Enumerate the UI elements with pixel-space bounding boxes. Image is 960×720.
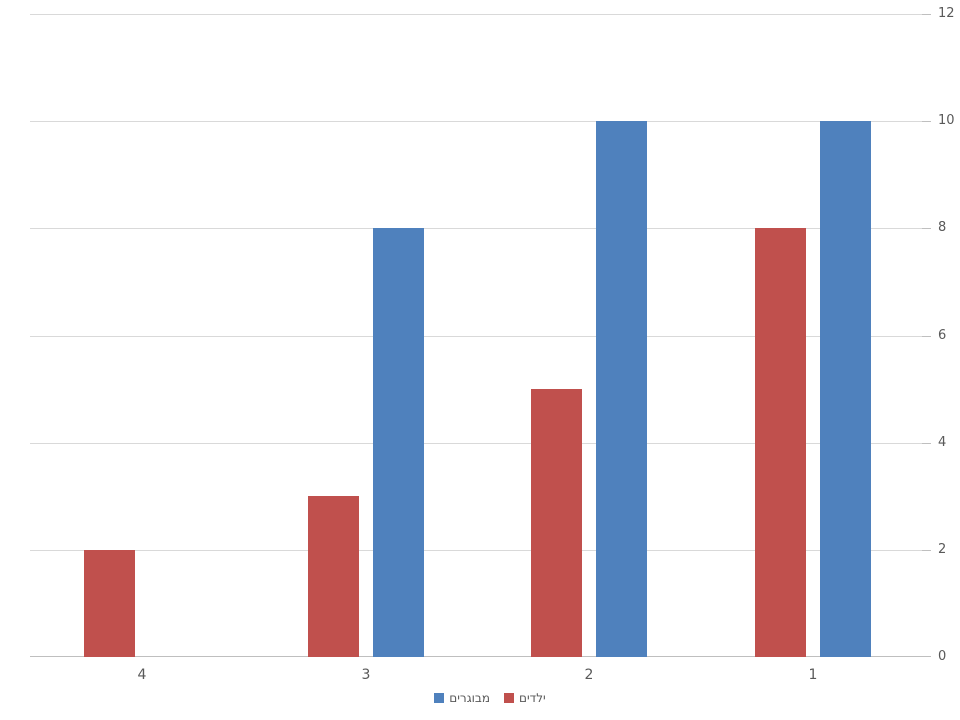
- x-axis-label-4: 4: [137, 667, 147, 683]
- bar-children-cat2: [531, 389, 582, 657]
- bar-children-cat3: [308, 496, 359, 657]
- legend-swatch-adults: [434, 693, 445, 703]
- chart-legend: מבוגרים ילדים: [10, 691, 960, 705]
- gridline-12: [30, 14, 925, 15]
- y-axis-label-8: 8: [938, 220, 947, 235]
- y-axis-tick-2: [922, 550, 931, 551]
- legend-label-children: ילדים: [519, 691, 546, 705]
- y-axis-label-2: 2: [938, 542, 947, 557]
- x-axis-label-1: 1: [808, 667, 818, 683]
- y-axis-tick-10: [922, 121, 931, 122]
- legend-swatch-children: [504, 693, 515, 703]
- y-axis-label-10: 10: [938, 113, 955, 128]
- y-axis-tick-8: [922, 228, 931, 229]
- bar-adults-cat3: [373, 228, 424, 657]
- x-axis-label-3: 3: [361, 667, 371, 683]
- plot-area: [30, 14, 931, 657]
- y-axis-tick-12: [922, 14, 931, 15]
- gridline-10: [30, 121, 925, 122]
- bar-children-cat4: [84, 550, 135, 657]
- y-axis-label-6: 6: [938, 328, 947, 343]
- legend-item-children: ילדים: [504, 691, 546, 705]
- x-axis-label-2: 2: [584, 667, 594, 683]
- x-axis-line: [30, 656, 925, 657]
- legend-item-adults: מבוגרים: [434, 691, 490, 705]
- bar-adults-cat1: [820, 121, 871, 657]
- y-axis-label-12: 12: [938, 6, 955, 21]
- y-axis-tick-6: [922, 336, 931, 337]
- y-axis-label-4: 4: [938, 435, 947, 450]
- bar-children-cat1: [755, 228, 806, 657]
- gridline-4: [30, 443, 925, 444]
- gridline-2: [30, 550, 925, 551]
- gridline-8: [30, 228, 925, 229]
- legend-label-adults: מבוגרים: [449, 691, 491, 705]
- gridline-6: [30, 336, 925, 337]
- bar-adults-cat2: [596, 121, 647, 657]
- y-axis-label-0: 0: [938, 649, 947, 664]
- y-axis-tick-0: [922, 656, 931, 657]
- y-axis-tick-4: [922, 443, 931, 444]
